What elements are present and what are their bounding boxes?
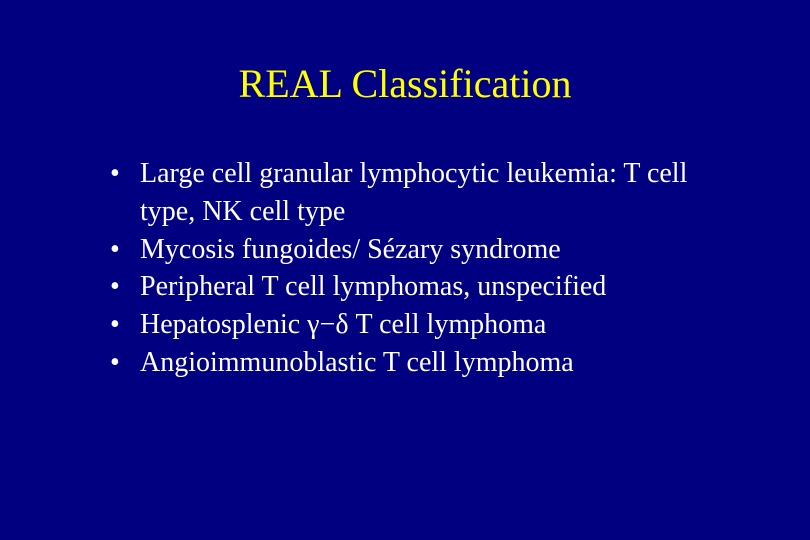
list-item: Mycosis fungoides/ Sézary syndrome: [110, 231, 720, 269]
bullet-list: Large cell granular lymphocytic leukemia…: [90, 155, 720, 382]
slide-title: REAL Classification: [90, 60, 720, 107]
list-item: Angioimmunoblastic T cell lymphoma: [110, 344, 720, 382]
list-item: Peripheral T cell lymphomas, unspecified: [110, 268, 720, 306]
list-item: Hepatosplenic γ−δ T cell lymphoma: [110, 306, 720, 344]
slide-container: REAL Classification Large cell granular …: [0, 0, 810, 540]
list-item: Large cell granular lymphocytic leukemia…: [110, 155, 720, 231]
